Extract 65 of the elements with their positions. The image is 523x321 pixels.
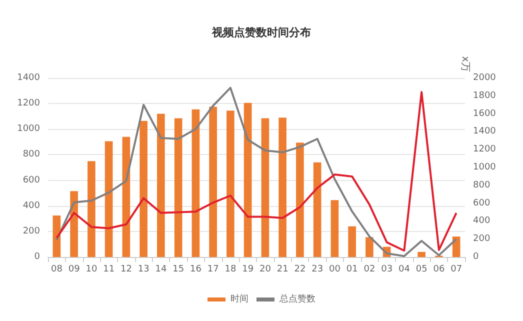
y2-tick-label: 1800 — [473, 90, 496, 101]
x-tick-label: 16 — [190, 264, 202, 274]
bar — [313, 162, 322, 257]
x-tick-label: 06 — [433, 264, 445, 274]
x-tick-label: 21 — [276, 264, 288, 274]
y2-tick-label: 2000 — [473, 73, 496, 83]
bar — [192, 109, 200, 257]
x-tick-label: 02 — [364, 264, 376, 274]
y-tick-label: 1000 — [17, 124, 40, 134]
legend-label: 总点赞数 — [278, 294, 316, 304]
bar — [278, 118, 286, 257]
bar — [226, 110, 234, 257]
y-tick-label: 600 — [22, 175, 40, 186]
y-tick-label: 800 — [22, 150, 40, 160]
y2-tick-label: 600 — [473, 198, 490, 208]
bar — [244, 102, 252, 257]
bar — [418, 252, 426, 257]
x-tick-label: 18 — [224, 264, 236, 274]
y2-tick-label: 1600 — [473, 108, 496, 119]
y-tick-label: 200 — [22, 226, 40, 236]
y-tick-label: 1400 — [17, 73, 40, 83]
x-tick-label: 07 — [450, 264, 462, 274]
x-tick-label: 17 — [207, 264, 219, 274]
y-tick-label: 400 — [22, 200, 40, 211]
bar — [296, 142, 304, 257]
y2-tick-label: 1000 — [473, 162, 496, 172]
x-tick-label: 03 — [381, 264, 393, 274]
y-tick-label: 1200 — [17, 98, 40, 109]
bar — [348, 226, 356, 257]
y2-tick-label: 1400 — [473, 126, 496, 137]
x-tick-label: 22 — [294, 264, 306, 274]
bar — [261, 118, 270, 257]
x-tick-label: 15 — [172, 264, 184, 274]
x-tick-label: 11 — [103, 264, 115, 274]
x-tick-label: 01 — [346, 264, 358, 274]
x-tick-label: 14 — [155, 264, 167, 274]
y2-axis-title: x万 — [460, 56, 470, 72]
y-tick-label: 0 — [34, 252, 40, 262]
x-tick-label: 09 — [68, 264, 80, 274]
bar — [140, 120, 148, 257]
bar — [330, 200, 339, 257]
bar — [157, 114, 165, 257]
y2-tick-label: 400 — [473, 216, 490, 226]
bar — [366, 237, 374, 257]
bar — [104, 141, 113, 257]
y2-tick-label: 200 — [473, 234, 490, 244]
y2-tick-label: 1200 — [473, 144, 496, 155]
x-tick-label: 20 — [259, 264, 272, 274]
legend-label: 时间 — [230, 294, 248, 304]
y2-tick-label: 0 — [473, 252, 479, 262]
y2-tick-label: 800 — [473, 180, 490, 190]
x-tick-label: 13 — [138, 264, 150, 274]
chart-title: 视频点赞数时间分布 — [211, 26, 311, 39]
bar — [209, 106, 217, 257]
bar — [70, 191, 78, 257]
x-tick-label: 23 — [312, 264, 324, 274]
x-tick-label: 10 — [86, 264, 98, 274]
bar — [174, 118, 182, 257]
x-tick-label: 12 — [120, 264, 132, 274]
bar — [88, 161, 96, 257]
x-tick-label: 05 — [416, 264, 428, 274]
x-tick-label: 08 — [50, 264, 63, 274]
x-tick-label: 19 — [242, 264, 254, 274]
x-tick-label: 00 — [328, 264, 341, 274]
x-tick-label: 04 — [398, 264, 410, 274]
